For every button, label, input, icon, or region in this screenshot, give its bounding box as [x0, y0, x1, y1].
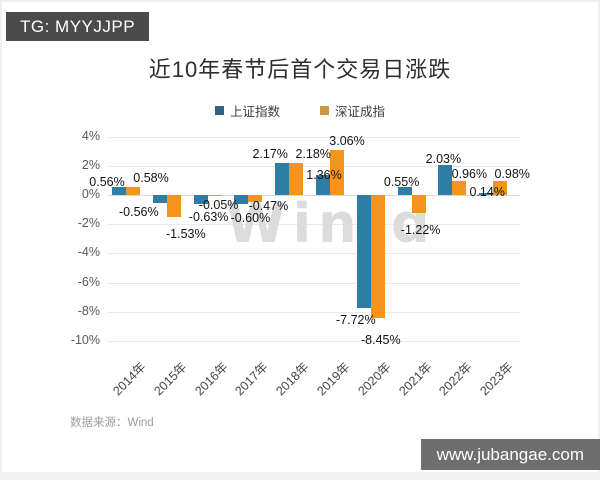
legend-item-szse: 深证成指 [320, 101, 385, 120]
bar-szse-2021年 [411, 195, 426, 213]
legend-label-sse: 上证指数 [229, 105, 280, 119]
gridline [108, 136, 520, 138]
bar-value-label: 0.55% [383, 174, 420, 189]
bar-szse-2015年 [166, 195, 181, 218]
bar-value-label: 0.56% [89, 174, 125, 189]
bar-value-label: -7.72% [335, 312, 376, 327]
bar-szse-2022年 [452, 180, 467, 195]
wind-watermark: Win.d [226, 192, 437, 255]
bar-value-label: -0.05% [198, 197, 239, 212]
bar-sse-2019年 [316, 175, 330, 195]
legend-swatch-szse-icon [320, 106, 329, 115]
bar-value-label: -0.60% [230, 210, 271, 225]
bar-value-label: 0.96% [451, 166, 488, 181]
gridline [108, 282, 520, 284]
bar-value-label: -0.56% [118, 205, 159, 220]
y-axis-tick-label: 2% [81, 157, 100, 172]
website-badge: www.jubangae.com [420, 439, 600, 470]
chart-legend: 上证指数 深证成指 [0, 101, 600, 120]
bar-sse-2021年 [397, 186, 412, 195]
bar-value-label: 0.58% [133, 170, 169, 185]
bar-value-label: 0.98% [494, 166, 530, 181]
y-axis-tick-label: -10% [70, 333, 100, 347]
bar-value-label: 3.06% [329, 134, 365, 149]
bar-value-label: 0.14% [469, 184, 505, 199]
bar-value-label: 2.03% [425, 152, 462, 167]
bar-value-label: 2.18% [295, 147, 331, 162]
y-axis-tick-label: -8% [77, 303, 100, 318]
gridline [108, 224, 520, 226]
bar-sse-2014年 [112, 186, 126, 195]
bar-szse-2018年 [289, 163, 304, 195]
bar-sse-2017年 [234, 195, 249, 204]
bar-sse-2016年 [193, 195, 208, 205]
legend-label-szse: 深证成指 [335, 105, 386, 119]
data-source-note: 数据来源：Wind [70, 417, 154, 429]
bar-value-label: 2.17% [252, 147, 288, 162]
zero-gridline [108, 195, 520, 196]
bar-szse-2019年 [330, 150, 344, 195]
bar-sse-2022年 [438, 165, 453, 195]
gridline [108, 253, 520, 255]
chart-title: 近10年春节后首个交易日涨跌 [148, 57, 452, 82]
bar-sse-2015年 [152, 195, 167, 204]
y-axis-tick-label: -6% [77, 274, 100, 289]
y-axis-tick-label: -4% [77, 245, 100, 260]
bar-sse-2020年 [356, 195, 371, 308]
legend-swatch-sse-icon [214, 106, 224, 115]
telegram-badge: TG: MYYJJPP [6, 12, 150, 41]
gridline [108, 311, 520, 313]
bar-szse-2020年 [370, 195, 385, 319]
bottom-edge-strip [0, 472, 600, 480]
bar-value-label: -1.53% [165, 227, 206, 242]
bar-szse-2016年 [207, 195, 222, 196]
bar-szse-2017年 [248, 195, 263, 202]
bar-sse-2018年 [275, 163, 290, 195]
bar-value-label: -0.63% [188, 210, 229, 225]
gridline [108, 165, 520, 167]
y-axis-tick-label: 0% [81, 187, 100, 201]
bar-szse-2023年 [493, 180, 508, 195]
bar-value-label: -8.45% [360, 333, 401, 348]
bar-value-label: -1.22% [400, 222, 441, 237]
bar-value-label: 1.36% [306, 168, 342, 183]
legend-item-sse: 上证指数 [214, 101, 280, 120]
bar-value-label: -0.47% [248, 198, 289, 213]
bar-sse-2023年 [479, 192, 494, 195]
gridline [108, 341, 520, 342]
y-axis-tick-label: 4% [81, 128, 100, 143]
y-axis-tick-label: -2% [77, 216, 100, 231]
bar-szse-2014年 [126, 186, 140, 195]
